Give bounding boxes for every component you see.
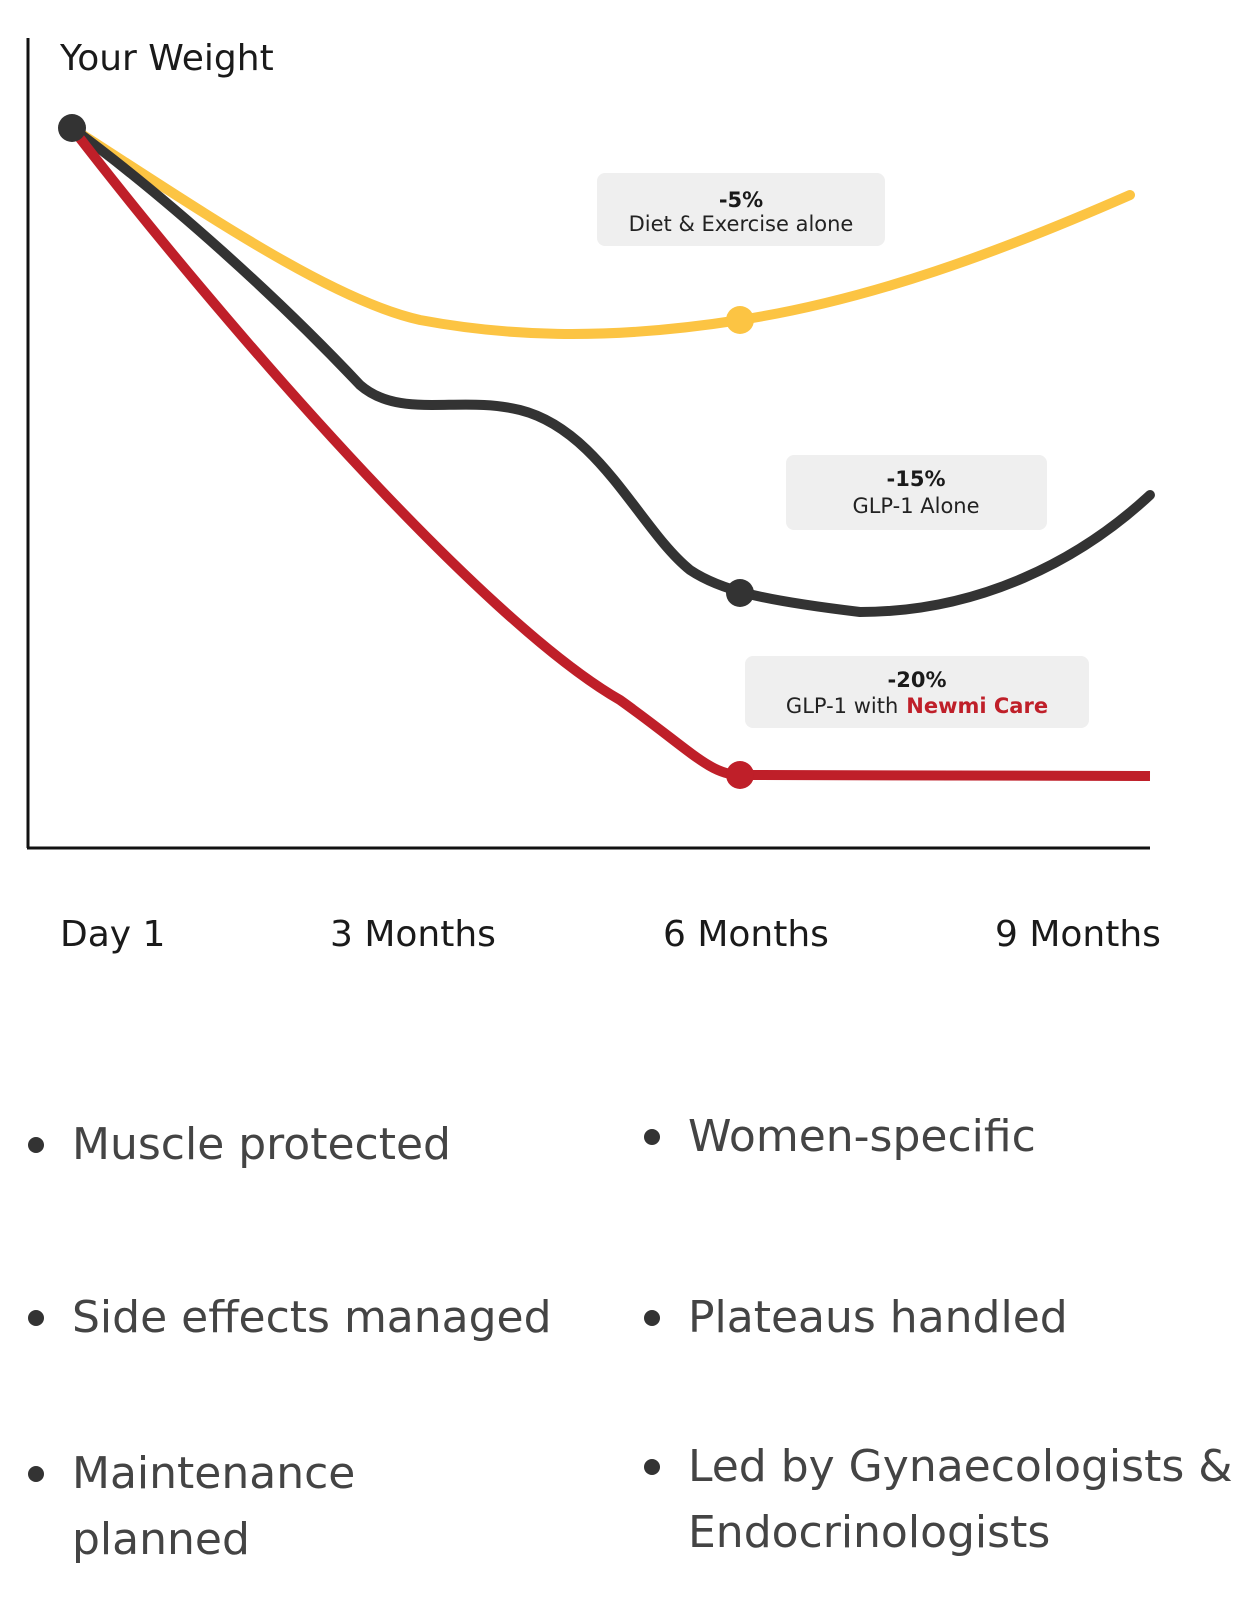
callout-brand: Newmi Care [906,694,1048,718]
benefit-text: planned [72,1514,250,1565]
callout-label-group: GLP-1 with Newmi Care [786,694,1048,718]
callout-label: GLP-1 with [786,694,898,718]
callout-label: Diet & Exercise alone [629,212,854,236]
benefit-item: Led by Gynaecologists & Endocrinologists [644,1434,1233,1566]
weight-chart: Your Weight -5% Diet & Exercise alone -1… [26,38,1161,955]
newmi-dot [726,761,754,789]
chart-title: Your Weight [59,38,274,79]
callout-label: GLP-1 Alone [852,494,979,518]
callout-box [597,173,885,246]
x-label: 3 Months [330,914,496,955]
benefit-text: Plateaus handled [688,1292,1068,1343]
callout-box [745,656,1089,728]
benefit-item: Plateaus handled [644,1285,1068,1351]
newmi-curve [68,124,1151,781]
benefit-item: Women-specific [644,1104,1036,1170]
callout-change: -20% [888,668,947,692]
callout-change: -5% [719,188,763,212]
benefit-text: Side effects managed [72,1292,552,1343]
glp1-dot [726,579,754,607]
benefit-text: Women-specific [688,1111,1036,1162]
diet-dot [726,306,754,334]
callout-box [786,455,1047,530]
benefit-text: Endocrinologists [688,1507,1051,1558]
benefit-item: Maintenance planned [27,1441,356,1573]
diet-curve [67,123,1135,339]
benefit-item: Side effects managed [28,1285,552,1351]
benefit-item: Muscle protected [28,1112,451,1178]
benefit-text: Muscle protected [72,1119,451,1170]
x-label: 6 Months [663,914,829,955]
x-label: Day 1 [60,914,165,955]
start-dot [58,114,86,142]
x-label: 9 Months [995,914,1161,955]
glp1-curve [67,123,1155,618]
benefit-text: Maintenance [72,1448,356,1499]
benefit-text: Led by Gynaecologists & [688,1441,1233,1492]
callout-change: -15% [887,467,946,491]
